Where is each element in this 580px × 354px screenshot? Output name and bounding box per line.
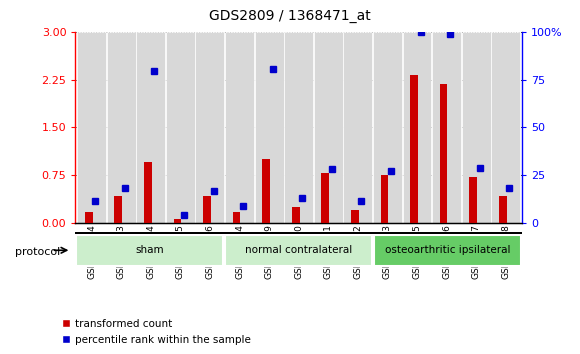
FancyBboxPatch shape — [136, 32, 165, 223]
FancyBboxPatch shape — [314, 32, 343, 223]
Text: normal contralateral: normal contralateral — [245, 245, 352, 255]
FancyBboxPatch shape — [373, 32, 402, 223]
FancyBboxPatch shape — [166, 32, 195, 223]
FancyBboxPatch shape — [77, 235, 223, 266]
Bar — [292, 207, 300, 223]
Bar — [380, 175, 389, 223]
FancyBboxPatch shape — [374, 235, 521, 266]
Bar — [173, 218, 182, 223]
Bar — [233, 212, 241, 223]
Text: GDS2809 / 1368471_at: GDS2809 / 1368471_at — [209, 9, 371, 23]
FancyBboxPatch shape — [403, 32, 432, 223]
Legend: transformed count, percentile rank within the sample: transformed count, percentile rank withi… — [57, 315, 255, 349]
FancyBboxPatch shape — [195, 32, 224, 223]
FancyBboxPatch shape — [77, 32, 106, 223]
Text: osteoarthritic ipsilateral: osteoarthritic ipsilateral — [385, 245, 510, 255]
Bar — [469, 177, 477, 223]
Bar — [262, 159, 270, 223]
Bar — [203, 196, 211, 223]
FancyBboxPatch shape — [491, 32, 520, 223]
Bar — [351, 210, 359, 223]
FancyBboxPatch shape — [255, 32, 284, 223]
FancyBboxPatch shape — [343, 32, 372, 223]
Bar — [499, 196, 506, 223]
Bar — [440, 84, 447, 223]
Bar — [321, 173, 329, 223]
Text: sham: sham — [136, 245, 164, 255]
Bar — [114, 196, 122, 223]
Bar — [410, 75, 418, 223]
FancyBboxPatch shape — [225, 235, 372, 266]
Bar — [85, 212, 93, 223]
FancyBboxPatch shape — [432, 32, 461, 223]
Bar — [144, 162, 152, 223]
FancyBboxPatch shape — [225, 32, 254, 223]
FancyBboxPatch shape — [107, 32, 136, 223]
FancyBboxPatch shape — [462, 32, 491, 223]
Text: protocol: protocol — [14, 247, 60, 257]
FancyBboxPatch shape — [284, 32, 313, 223]
